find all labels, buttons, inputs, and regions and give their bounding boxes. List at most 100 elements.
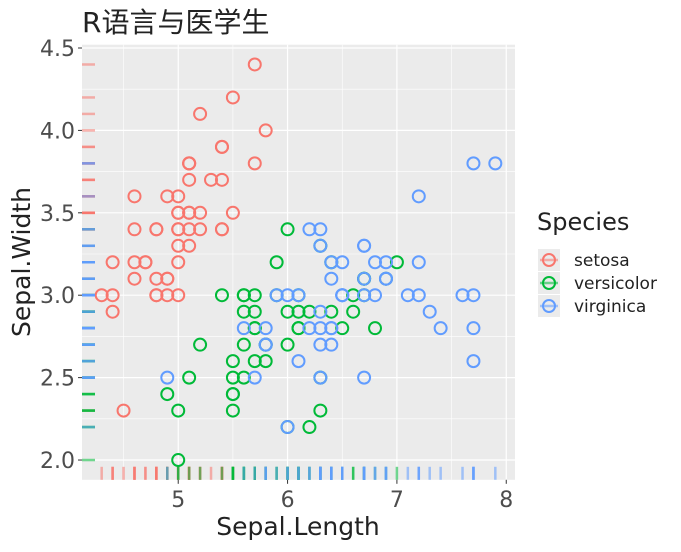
point (335, 288, 350, 303)
point (193, 222, 208, 237)
point (269, 255, 284, 270)
point (127, 255, 142, 270)
legend-label: setosa (574, 251, 630, 271)
legend-key-point (542, 299, 556, 313)
point (105, 255, 120, 270)
point (182, 205, 197, 220)
point (247, 354, 262, 369)
point (313, 337, 328, 352)
point (324, 321, 339, 336)
point (280, 304, 295, 319)
x-tick-label: 8 (499, 488, 513, 513)
point (160, 387, 175, 402)
point (324, 255, 339, 270)
point (302, 321, 317, 336)
point (225, 387, 240, 402)
y-tick-label: 4.5 (40, 37, 75, 62)
point (302, 420, 317, 435)
point (313, 321, 328, 336)
point (94, 288, 109, 303)
point (247, 321, 262, 336)
point (324, 304, 339, 319)
legend-title: Species (537, 208, 629, 236)
point (127, 189, 142, 204)
point (324, 271, 339, 286)
point (368, 255, 383, 270)
point (258, 337, 273, 352)
point (171, 255, 186, 270)
point (302, 222, 317, 237)
point (247, 288, 262, 303)
point (182, 172, 197, 187)
point (280, 288, 295, 303)
point (171, 238, 186, 253)
point (258, 354, 273, 369)
point (236, 304, 251, 319)
point (182, 238, 197, 253)
point (411, 255, 426, 270)
point (313, 304, 328, 319)
point (313, 370, 328, 385)
point (247, 370, 262, 385)
point (160, 189, 175, 204)
point (182, 156, 197, 171)
point (236, 288, 251, 303)
point (149, 222, 164, 237)
point (171, 288, 186, 303)
y-tick-label: 2.5 (40, 367, 75, 392)
point (193, 106, 208, 121)
point (258, 123, 273, 138)
point (346, 304, 361, 319)
point (225, 403, 240, 418)
point (204, 172, 219, 187)
point (193, 337, 208, 352)
point (291, 321, 306, 336)
legend-key-point (542, 253, 556, 267)
y-tick-label: 2.0 (40, 449, 75, 474)
point (171, 222, 186, 237)
point (411, 189, 426, 204)
point (313, 238, 328, 253)
point (302, 304, 317, 319)
point (214, 139, 229, 154)
x-tick-label: 6 (281, 488, 295, 513)
point (291, 288, 306, 303)
panel-background (82, 44, 515, 480)
point (280, 337, 295, 352)
point (247, 57, 262, 72)
y-tick-label: 4.0 (40, 119, 75, 144)
point (411, 288, 426, 303)
point (280, 222, 295, 237)
point (225, 90, 240, 105)
y-tick-label: 3.0 (40, 284, 75, 309)
x-tick-label: 7 (390, 488, 404, 513)
point (105, 304, 120, 319)
point (247, 304, 262, 319)
point (171, 403, 186, 418)
point (214, 222, 229, 237)
point (455, 288, 470, 303)
point (116, 403, 131, 418)
point (400, 288, 415, 303)
legend-key-point (542, 276, 556, 290)
point (291, 304, 306, 319)
point (258, 321, 273, 336)
point (193, 205, 208, 220)
point (357, 370, 372, 385)
point (225, 354, 240, 369)
point (280, 420, 295, 435)
point (313, 403, 328, 418)
chart-title: R语言与医学生 (82, 6, 269, 39)
point (225, 370, 240, 385)
point (313, 222, 328, 237)
point (127, 222, 142, 237)
legend-label: virginica (574, 297, 646, 317)
point (433, 321, 448, 336)
point (466, 288, 481, 303)
point (269, 288, 284, 303)
legend-label: versicolor (574, 274, 657, 294)
point (236, 370, 251, 385)
x-axis-title: Sepal.Length (216, 512, 380, 541)
point (127, 271, 142, 286)
